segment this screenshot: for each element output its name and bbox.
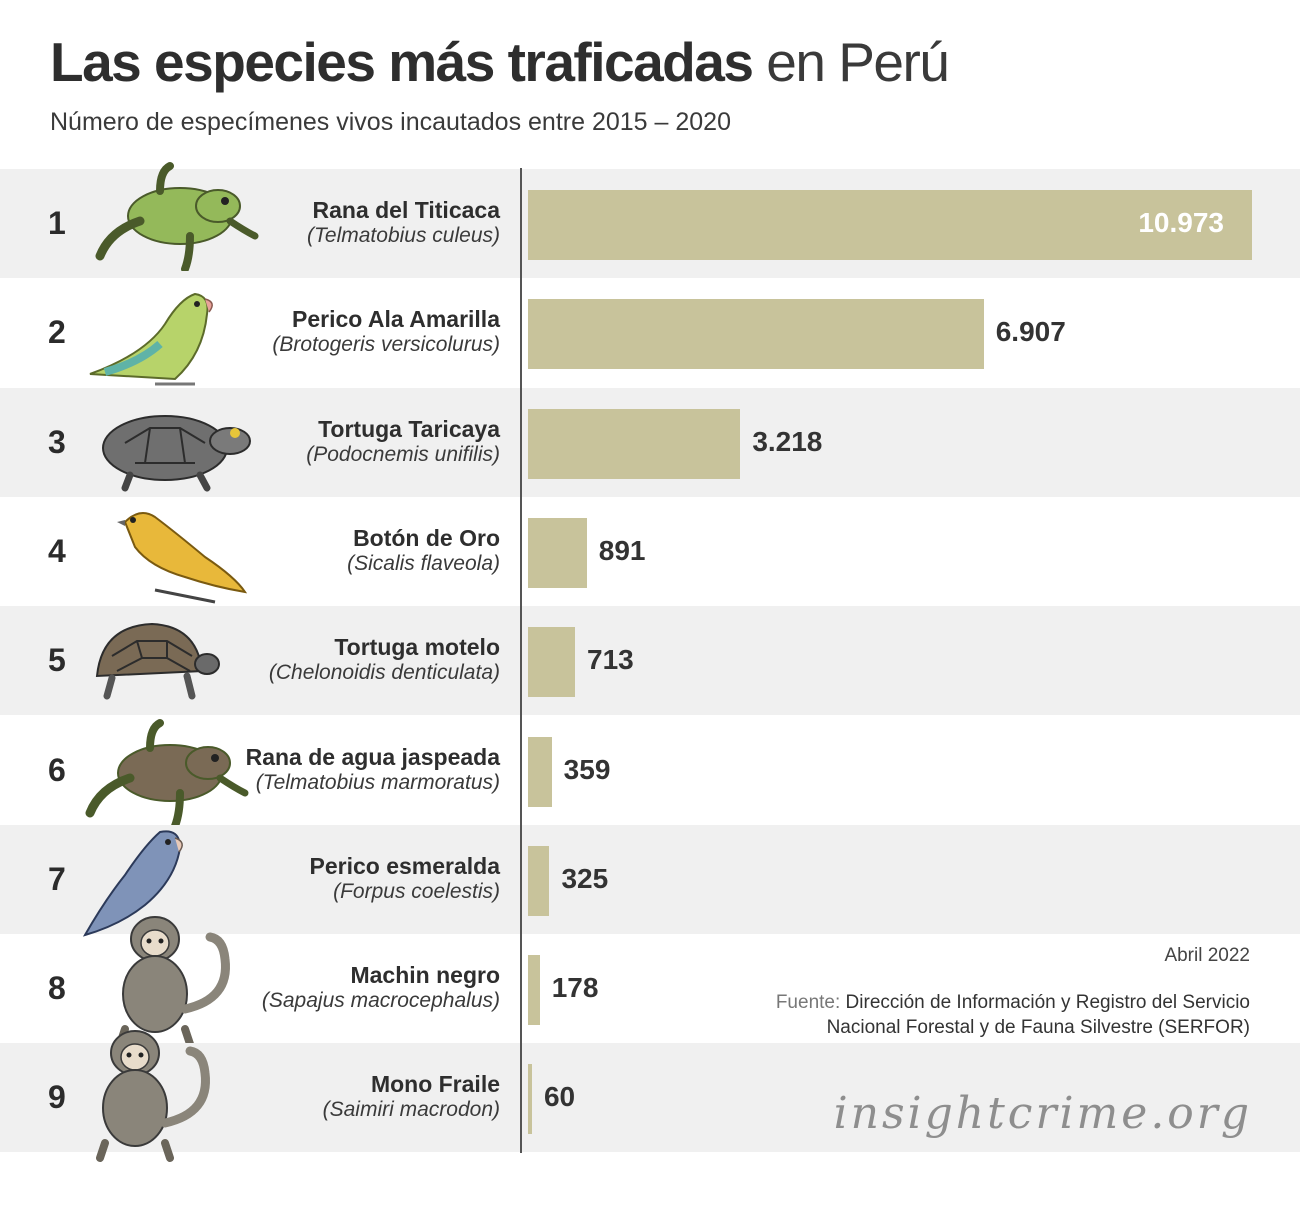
common-name: Perico Ala Amarilla [292,306,500,333]
rank-label: 9 [48,1079,66,1116]
species-label: Rana de agua jaspeada (Telmatobius marmor… [246,744,500,795]
common-name: Machin negro [350,962,500,989]
scientific-name: (Saimiri macrodon) [322,1098,500,1122]
value-axis-line [520,168,522,1153]
parakeet-icon [85,284,235,399]
scientific-name: (Forpus coelestis) [333,879,500,903]
frog-icon [80,718,250,833]
rank-label: 6 [48,751,66,788]
date-label: Abril 2022 [1164,945,1250,966]
title-bold: Las especies más traficadas [50,31,754,93]
common-name: Botón de Oro [353,524,500,551]
row-background [0,1043,1300,1153]
source-line-2: Nacional Forestal y de Fauna Silvestre (… [826,1017,1250,1038]
rank-label: 1 [48,205,66,241]
title-light: en Perú [766,31,950,93]
common-name: Rana de agua jaspeada [245,743,500,770]
scientific-name: (Telmatobius culeus) [307,224,500,247]
species-label: Botón de Oro (Sicalis flaveola) [347,525,500,576]
species-label: Perico esmeralda (Forpus coelestis) [309,853,500,904]
bar [528,845,550,916]
source-note: Fuente: Dirección de Información y Regis… [776,990,1250,1040]
source-line-1: Dirección de Información y Registro del … [845,992,1250,1013]
scientific-name: (Podocnemis unifilis) [306,442,500,466]
rank-label: 7 [48,860,66,897]
common-name: Tortuga motelo [334,634,500,661]
bar-value-label: 713 [587,644,634,676]
rank-label: 2 [48,314,66,351]
scientific-name: (Chelonoidis denticulata) [268,661,500,685]
bar-value-label: 891 [598,534,646,566]
scientific-name: (Sapajus macrocephalus) [261,989,500,1013]
species-label: Tortuga motelo (Chelonoidis denticulata) [269,634,500,685]
common-name: Tortuga Taricaya [318,415,500,442]
bar [528,517,587,588]
species-label: Rana del Titicaca (Telmatobius culeus) [307,197,500,248]
bar [528,190,1252,260]
brand-logo: insightcrime.org [833,1088,1252,1139]
rank-label: 3 [48,423,66,460]
scientific-name: (Brotogeris versicolurus) [272,333,500,357]
frog-icon [90,161,260,276]
species-label: Tortuga Taricaya (Podocnemis unifilis) [306,416,500,467]
common-name: Perico esmeralda [309,852,500,879]
source-label: Fuente: [775,992,841,1013]
rank-label: 8 [48,970,66,1007]
scientific-name: (Sicalis flaveola) [347,551,500,575]
bar [528,299,984,370]
species-label: Perico Ala Amarilla (Brotogeris versicolu… [272,306,500,357]
bar-value-label: 325 [561,862,609,894]
common-name: Mono Fraile [370,1071,500,1098]
bar [528,408,741,479]
chart-title: Las especies más traficadas en Perú [50,30,950,94]
bar [528,1064,532,1135]
tortoise-icon [92,616,222,711]
bar-value-label: 10.973 [1138,207,1224,238]
bar [528,627,576,698]
rank-label: 4 [48,532,66,569]
chart-subtitle: Número de especímenes vivos incautados e… [50,108,731,136]
bar [528,955,540,1026]
turtle-icon [95,403,255,498]
row-background [0,824,1300,934]
species-label: Mono Fraile (Saimiri macrodon) [323,1071,500,1122]
monkey-icon [75,1023,225,1168]
rank-label: 5 [48,642,66,679]
scientific-name: (Telmatobius marmoratus) [255,770,500,794]
bar-value-label: 60 [543,1081,576,1113]
common-name: Rana del Titicaca [312,197,501,223]
bar [528,736,552,807]
finch-icon [105,502,255,617]
bar-value-label: 178 [551,972,599,1004]
bar-value-label: 3.218 [752,425,823,457]
bar-value-label: 359 [563,753,611,785]
parrot-icon [75,820,195,945]
species-label: Machin negro (Sapajus macrocephalus) [262,962,500,1013]
bar-value-label: 6.907 [995,316,1066,348]
